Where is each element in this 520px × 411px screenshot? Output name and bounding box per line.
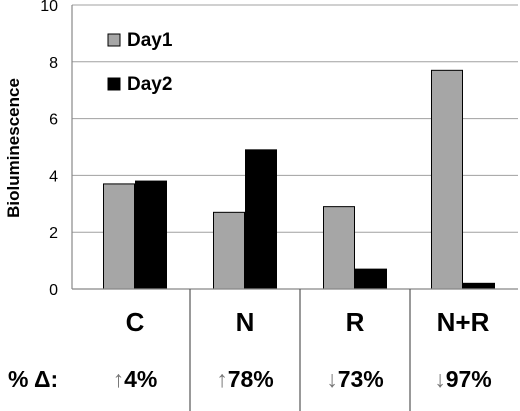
y-tick-label: 8 (49, 55, 58, 72)
y-tick-label: 2 (49, 225, 58, 242)
bar-day1-c (103, 183, 135, 290)
percent-change-label: % Δ: (8, 366, 58, 392)
percent-change-row: % Δ: ↑4% ↑78% ↓73% ↓97% (8, 366, 492, 392)
legend-label: Day2 (127, 74, 172, 95)
y-tick-label: 6 (49, 112, 58, 129)
arrow-icon: ↓ (434, 366, 446, 392)
percent-change-value: ↓73% (326, 366, 384, 392)
category-label: N (236, 307, 255, 337)
bar-day2-c (135, 180, 167, 290)
bar-day2-nplusr (463, 282, 495, 290)
percent-change-value: ↑4% (113, 366, 158, 392)
y-tick-label: 4 (49, 168, 58, 185)
legend-swatch (107, 33, 121, 47)
category-label: C (126, 307, 145, 337)
bar-day1-nplusr (431, 69, 463, 290)
arrow-icon: ↑ (113, 366, 125, 392)
y-tick-label: 0 (49, 282, 58, 299)
legend-swatch (107, 77, 121, 91)
legend: Day1 Day2 (107, 30, 173, 95)
legend-label: Day1 (127, 30, 173, 51)
category-labels: C N R N+R (126, 307, 490, 337)
percent-change-value: ↓97% (434, 366, 492, 392)
bar-day1-n (213, 211, 245, 290)
arrow-icon: ↑ (216, 366, 228, 392)
bar-day2-n (245, 149, 277, 290)
y-axis-label: Bioluminescence (4, 78, 23, 218)
category-separators (189, 289, 411, 411)
category-label: N+R (437, 307, 490, 337)
y-tick-label: 10 (40, 0, 58, 15)
arrow-icon: ↓ (326, 366, 338, 392)
bars (103, 69, 495, 290)
category-label: R (346, 307, 365, 337)
bar-day1-r (323, 206, 355, 290)
y-axis-ticks: 0 2 4 6 8 10 (40, 0, 58, 299)
percent-change-value: ↑78% (216, 366, 274, 392)
bar-day2-r (355, 268, 387, 290)
